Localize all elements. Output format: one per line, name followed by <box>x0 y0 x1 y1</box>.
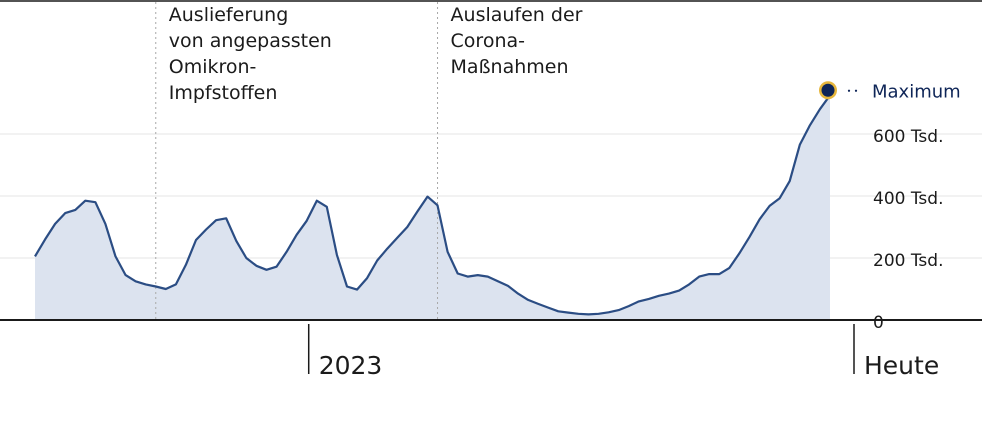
maximum-marker <box>821 83 835 97</box>
x-tick-label-1: Heute <box>864 351 939 380</box>
annotation-1-line-1: Corona- <box>451 30 525 52</box>
area-fill <box>35 95 830 320</box>
x-tick-label-0: 2023 <box>319 351 383 380</box>
y-tick-label-2: 400 Tsd. <box>873 189 943 209</box>
annotation-0-line-2: Omikron- <box>169 56 257 78</box>
maximum-label: Maximum <box>872 81 961 102</box>
maximum-leader-dot-1 <box>854 89 858 92</box>
annotation-0-line-3: Impfstoffen <box>169 82 278 104</box>
y-tick-label-1: 200 Tsd. <box>873 251 943 271</box>
annotation-1-line-0: Auslaufen der <box>451 4 583 26</box>
maximum-leader-dot-0 <box>847 89 851 92</box>
annotation-1-line-2: Maßnahmen <box>451 56 569 78</box>
annotation-0-line-0: Auslieferung <box>169 4 289 26</box>
y-tick-label-0: 0 <box>873 313 884 333</box>
series-line <box>34 94 831 316</box>
annotation-0-line-1: von angepassten <box>169 30 332 52</box>
y-tick-label-3: 600 Tsd. <box>873 127 943 147</box>
